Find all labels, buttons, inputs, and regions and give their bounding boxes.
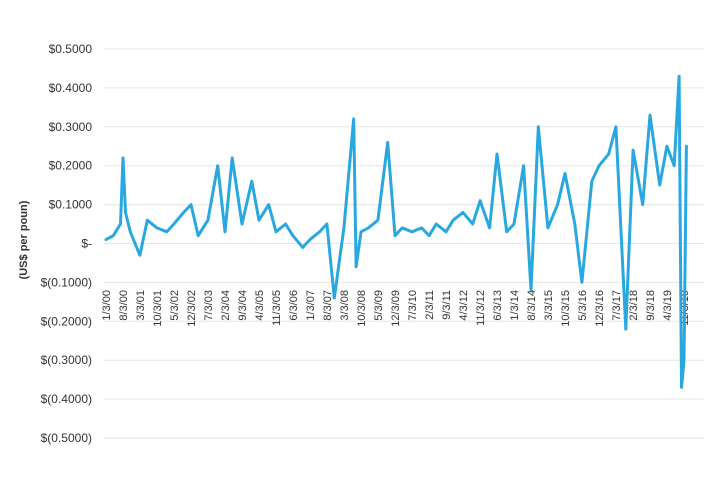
y-tick-label: $(0.4000) (41, 392, 92, 406)
x-tick-label: 2/3/18 (628, 290, 640, 321)
x-tick-label: 6/3/13 (492, 290, 504, 321)
y-tick-label: $0.3000 (49, 120, 93, 134)
x-tick-label: 3/3/01 (135, 290, 147, 321)
x-tick-label: 12/3/16 (594, 290, 606, 327)
x-tick-label: 12/3/09 (390, 290, 402, 327)
y-tick-label: $0.2000 (49, 159, 93, 173)
x-tick-label: 4/3/19 (662, 290, 674, 321)
y-tick-label: $0.4000 (49, 81, 93, 95)
series-line (104, 74, 688, 389)
x-tick-label: 10/3/01 (152, 290, 164, 327)
x-tick-label: 8/3/00 (118, 290, 130, 321)
y-tick-label: $(0.1000) (41, 275, 92, 289)
y-tick-label: $(0.3000) (41, 353, 92, 367)
y-tick-label: $0.5000 (49, 42, 93, 56)
x-tick-label: 9/3/11 (441, 290, 453, 320)
x-tick-label: 9/3/18 (645, 290, 657, 321)
x-tick-label: 10/3/08 (356, 290, 368, 327)
y-tick-label: $(0.5000) (41, 431, 92, 445)
x-tick-label: 2/3/04 (220, 290, 232, 321)
x-tick-label: 7/3/10 (407, 290, 419, 321)
x-tick-label: 6/3/06 (288, 290, 300, 321)
x-tick-label: 4/3/12 (458, 290, 470, 321)
gridlines (104, 48, 704, 439)
x-tick-label: 11/3/05 (271, 290, 283, 326)
x-tick-label: 10/3/15 (560, 290, 572, 327)
x-tick-label: 3/3/15 (543, 290, 555, 321)
y-tick-label: $- (81, 237, 92, 251)
x-tick-label: 1/3/14 (509, 290, 521, 321)
x-tick-label: 5/3/16 (577, 290, 589, 321)
y-axis-label: (US$ per poun) (18, 200, 30, 279)
x-tick-label: 2/3/11 (424, 290, 436, 320)
x-tick-label: 8/3/07 (322, 290, 334, 321)
x-axis-ticks: 1/3/00 8/3/00 3/3/01 10/3/01 5/3/02 12/3/02 7/… (101, 290, 691, 327)
x-tick-label: 8/3/14 (526, 290, 538, 321)
x-tick-label: 5/3/02 (169, 290, 181, 321)
x-tick-label: 3/3/08 (339, 290, 351, 321)
x-tick-label: 7/3/03 (203, 290, 215, 321)
x-tick-label: 1/3/00 (101, 290, 113, 321)
x-tick-label: 1/3/07 (305, 290, 317, 321)
x-tick-label: 9/3/04 (237, 290, 249, 321)
x-tick-label: 4/3/05 (254, 290, 266, 321)
x-tick-label: 7/3/17 (611, 290, 623, 321)
x-tick-label: 12/3/02 (186, 290, 198, 327)
y-axis-ticks: $0.5000 $0.4000 $0.3000 $0.2000 $0.1000 $- $(0… (41, 42, 93, 445)
y-tick-label: $0.1000 (49, 198, 93, 212)
x-tick-label: 5/3/09 (373, 290, 385, 321)
x-tick-label: 11/3/12 (475, 290, 487, 326)
y-tick-label: $(0.2000) (41, 314, 92, 328)
